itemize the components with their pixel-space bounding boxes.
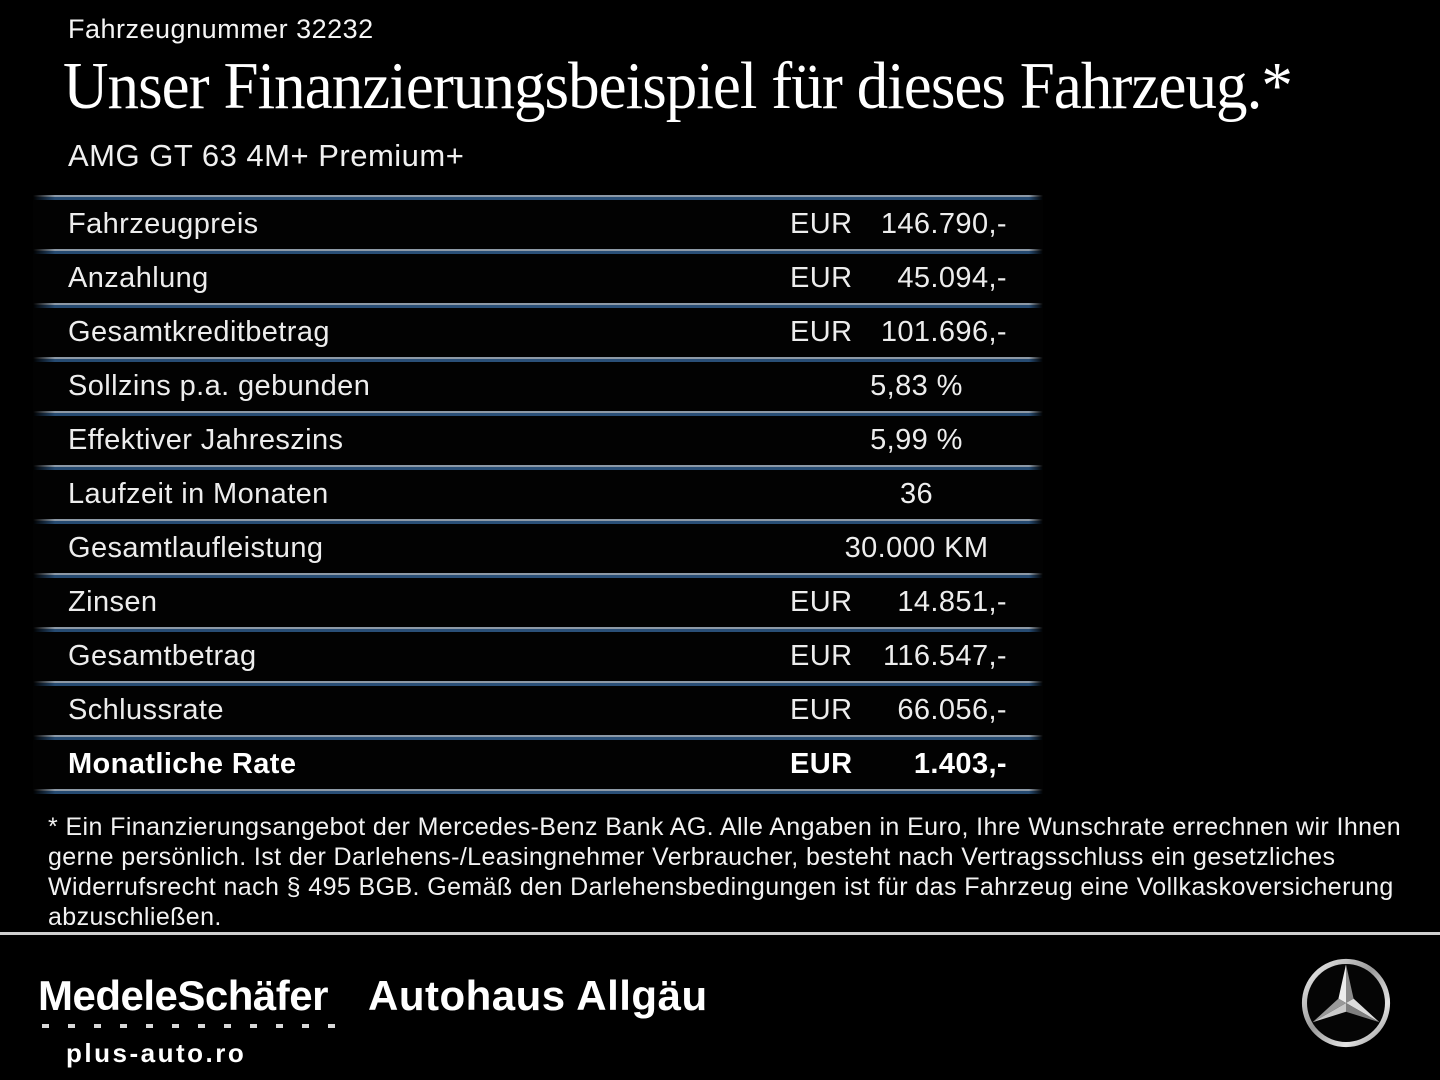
watermark-plus-auto: plus-auto.ro [66,1036,253,1071]
table-row: Monatliche Rate EUR 1.403,- [33,740,1043,789]
row-currency: EUR [790,586,853,618]
row-value-cell: EUR 116.547,- [790,640,1043,673]
row-label: Laufzeit in Monaten [68,478,329,510]
row-value: 116.547,- [883,640,1007,672]
table-row: Sollzins p.a. gebunden 5,83 % [33,362,1043,411]
row-label: Schlussrate [68,694,224,726]
row-currency: EUR [790,316,853,348]
row-value-cell: 5,99 % [776,424,1043,457]
page-title: Unser Finanzierungsbeispiel für dieses F… [63,49,1293,123]
row-value: 5,83 % [870,370,963,402]
row-label: Gesamtlaufleistung [68,532,324,564]
row-value-cell: EUR 14.851,- [790,586,1043,619]
table-row: Anzahlung EUR 45.094,- [33,254,1043,303]
table-row: Effektiver Jahreszins 5,99 % [33,416,1043,465]
table-row: Schlussrate EUR 66.056,- [33,686,1043,735]
row-value: 45.094,- [897,262,1007,294]
table-row: Zinsen EUR 14.851,- [33,578,1043,627]
row-currency: EUR [790,262,853,294]
clipped-tagline-fragment [42,1024,342,1028]
row-label: Anzahlung [68,262,209,294]
row-value-cell: EUR 146.790,- [790,208,1043,241]
dealer-logo-autohaus-allgaeu: Autohaus Allgäu [368,972,708,1019]
row-value: 1.403,- [913,748,1007,780]
row-value-cell: 5,83 % [776,370,1043,403]
row-separator [33,789,1043,794]
row-value-cell: 30.000 KM [776,532,1043,565]
table-row: Laufzeit in Monaten 36 [33,470,1043,519]
row-label: Gesamtkreditbetrag [68,316,330,348]
row-currency: EUR [790,208,853,240]
row-value-cell: 36 [776,478,1043,511]
row-label: Sollzins p.a. gebunden [68,370,371,402]
vehicle-model: AMG GT 63 4M+ Premium+ [68,138,465,173]
dealer-logo-medele-schaefer: MedeleSchäfer [38,972,328,1019]
table-row: Gesamtbetrag EUR 116.547,- [33,632,1043,681]
row-value: 36 [899,478,934,510]
row-label: Zinsen [68,586,158,618]
row-value: 14.851,- [897,586,1007,618]
row-value-cell: EUR 66.056,- [790,694,1043,727]
row-label: Gesamtbetrag [68,640,257,672]
table-row: Gesamtkreditbetrag EUR 101.696,- [33,308,1043,357]
row-currency: EUR [790,748,853,780]
row-value: 146.790,- [880,208,1007,240]
row-label: Monatliche Rate [68,748,297,780]
table-row: Fahrzeugpreis EUR 146.790,- [33,200,1043,249]
row-label: Effektiver Jahreszins [68,424,344,456]
row-value-cell: EUR 1.403,- [790,748,1043,781]
vehicle-number: Fahrzeugnummer 32232 [68,14,374,44]
table-row: Gesamtlaufleistung 30.000 KM [33,524,1043,573]
row-currency: EUR [790,694,853,726]
row-value: 66.056,- [897,694,1007,726]
row-value-cell: EUR 101.696,- [790,316,1043,349]
row-value: 30.000 KM [844,532,989,564]
row-value: 101.696,- [880,316,1007,348]
row-value-cell: EUR 45.094,- [790,262,1043,295]
row-label: Fahrzeugpreis [68,208,259,240]
mercedes-star-icon [1301,958,1391,1048]
financing-table: Fahrzeugpreis EUR 146.790,- Anzahlung EU… [33,195,1043,794]
footer-divider [0,932,1440,935]
row-currency: EUR [790,640,853,672]
row-value: 5,99 % [870,424,963,456]
footnote-text: * Ein Finanzierungsangebot der Mercedes-… [48,813,1402,931]
